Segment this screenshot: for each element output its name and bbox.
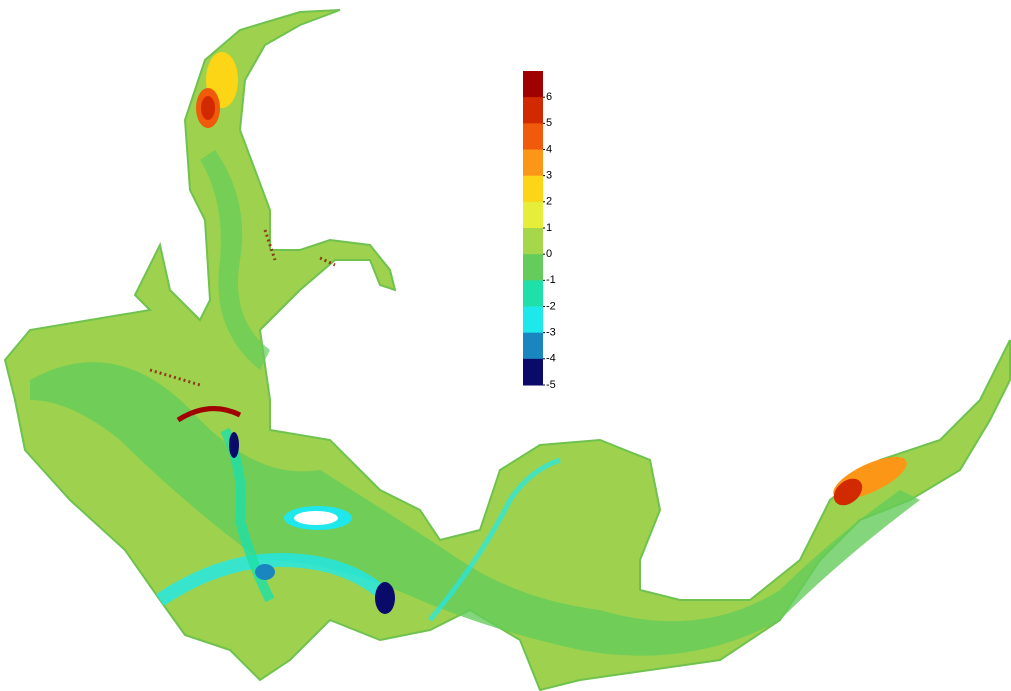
colorbar-tick-label: 2 <box>546 196 552 208</box>
colorbar-tick-label: -4 <box>546 353 556 365</box>
colorbar-band <box>523 123 543 150</box>
colorbar-band <box>523 176 543 203</box>
dry-zone <box>294 511 338 525</box>
colorbar-tick-label: -2 <box>546 300 556 312</box>
colorbar-band <box>523 202 543 229</box>
colorbar-tick-label: 5 <box>546 117 552 129</box>
colorbar-band <box>523 71 543 98</box>
colorbar-band <box>523 228 543 255</box>
colorbar-tick-label: -1 <box>546 274 556 286</box>
deep-zone <box>229 432 239 458</box>
colorbar-band <box>523 254 543 281</box>
colorbar-tick-label: -3 <box>546 327 556 339</box>
colorbar-band <box>523 333 543 360</box>
deep-zone <box>375 582 395 614</box>
map: 6 5 4 3 2 1 0 -1 -2 -3 -4 -5 <box>0 0 1011 691</box>
colorbar: 6 5 4 3 2 1 0 -1 -2 -3 -4 -5 <box>523 71 556 391</box>
river-map <box>5 10 1010 690</box>
colorbar-band <box>523 150 543 177</box>
colorbar-tick-label: 1 <box>546 222 552 234</box>
colorbar-tick-label: 0 <box>546 248 552 260</box>
colorbar-band <box>523 307 543 334</box>
colorbar-band <box>523 97 543 124</box>
colorbar-tick-label: 3 <box>546 170 552 182</box>
high-zone <box>201 96 215 120</box>
deep-zone <box>255 564 275 580</box>
colorbar-tick-label: -5 <box>546 379 556 391</box>
colorbar-band <box>523 359 543 386</box>
colorbar-band <box>523 280 543 307</box>
colorbar-tick-label: 4 <box>546 143 552 155</box>
colorbar-tick-label: 6 <box>546 91 552 103</box>
